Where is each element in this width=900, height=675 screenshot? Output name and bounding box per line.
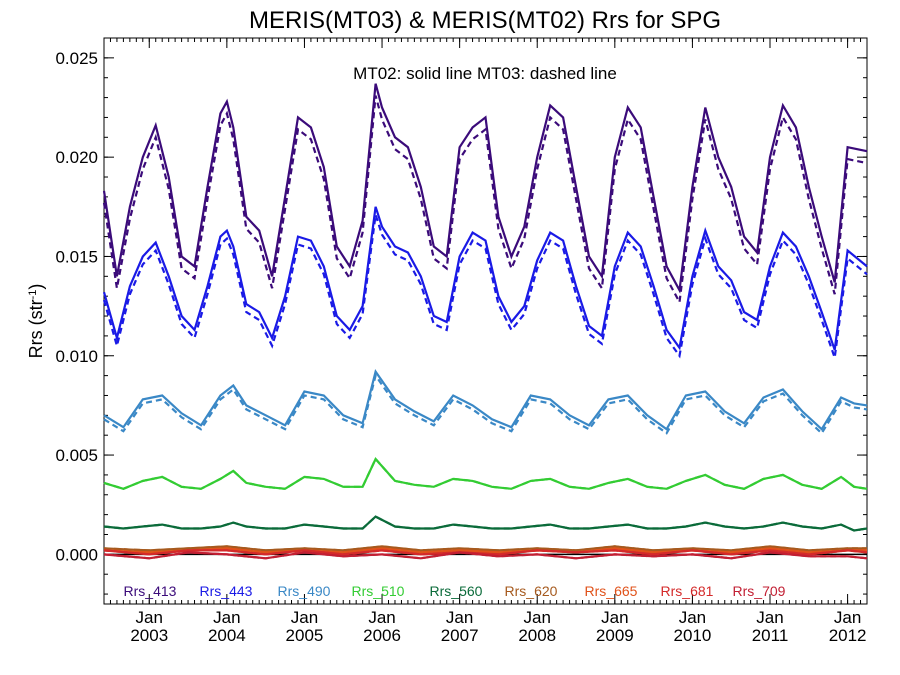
y-tick-label: 0.020 [55, 148, 98, 167]
legend-entry-Rrs_490: Rrs_490 [278, 583, 331, 599]
series-line-mt02-Rrs_443 [102, 206, 868, 351]
series-line-mt02-Rrs_490 [103, 368, 868, 431]
x-tick-label-year: 2007 [441, 626, 479, 645]
y-tick-label: 0.000 [55, 545, 98, 564]
x-tick-label-month: Jan [368, 608, 395, 627]
x-tick-label-month: Jan [679, 608, 706, 627]
legend-entry-Rrs_681: Rrs_681 [661, 583, 714, 599]
legend-entry-Rrs_413: Rrs_413 [124, 583, 177, 599]
series-line-mt03-Rrs_443 [102, 214, 868, 359]
chart-title: MERIS(MT03) & MERIS(MT02) Rrs for SPG [249, 7, 721, 34]
legend-entry-Rrs_620: Rrs_620 [505, 583, 558, 599]
x-tick-label-year: 2004 [208, 626, 246, 645]
x-tick-label-year: 2012 [829, 626, 867, 645]
x-tick-label-year: 2009 [596, 626, 634, 645]
x-tick-label-month: Jan [834, 608, 861, 627]
x-tick-label-month: Jan [291, 608, 318, 627]
series-line-mt02-Rrs_560 [103, 515, 868, 532]
legend-entry-Rrs_665: Rrs_665 [585, 583, 638, 599]
y-tick-label: 0.015 [55, 247, 98, 266]
series-line-mt02-Rrs_620 [103, 545, 867, 552]
x-tick-label-year: 2005 [286, 626, 324, 645]
series-line-mt03-Rrs_490 [103, 372, 868, 435]
x-tick-label-year: 2010 [674, 626, 712, 645]
chart-annotation: MT02: solid line MT03: dashed line [353, 64, 617, 83]
legend-entry-Rrs_560: Rrs_560 [430, 583, 483, 599]
series-line-mt02-Rrs_681 [103, 549, 868, 556]
series-line-mt02-Rrs_413 [102, 83, 868, 294]
x-tick-label-month: Jan [756, 608, 783, 627]
x-tick-label-year: 2003 [130, 626, 168, 645]
y-tick-label: 0.005 [55, 446, 98, 465]
series-line-mt02-Rrs_709 [103, 551, 868, 560]
series-line-mt03-Rrs_413 [102, 95, 868, 306]
legend-entry-Rrs_709: Rrs_709 [733, 583, 786, 599]
series-line-mt02-Rrs_665 [103, 547, 867, 554]
y-tick-label: 0.025 [55, 49, 98, 68]
legend-entry-Rrs_443: Rrs_443 [200, 583, 253, 599]
y-tick-label: 0.010 [55, 347, 98, 366]
x-tick-label-month: Jan [446, 608, 473, 627]
x-tick-label-year: 2006 [363, 626, 401, 645]
y-axis-label: Rrs (str-1) [26, 284, 46, 359]
x-tick-label-month: Jan [136, 608, 163, 627]
series-line-mt02-Rrs_510 [103, 457, 868, 490]
legend-entry-Rrs_510: Rrs_510 [352, 583, 405, 599]
x-tick-label-month: Jan [524, 608, 551, 627]
x-tick-label-year: 2011 [752, 626, 789, 645]
x-tick-label-month: Jan [213, 608, 240, 627]
x-tick-label-year: 2008 [518, 626, 556, 645]
x-tick-label-month: Jan [601, 608, 628, 627]
